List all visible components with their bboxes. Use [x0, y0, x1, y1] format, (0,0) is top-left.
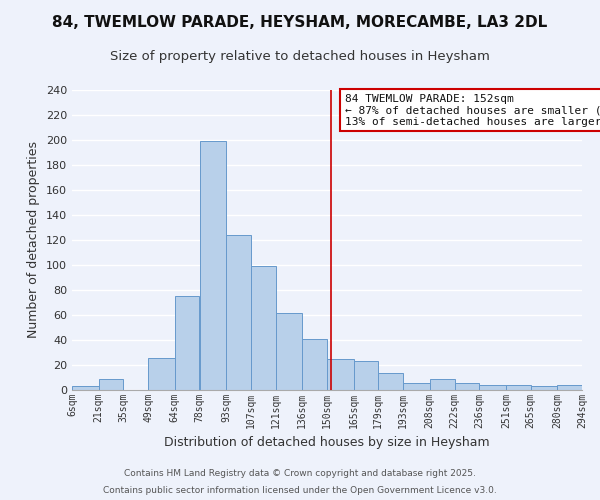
Bar — [98, 379, 124, 390]
Bar — [530, 386, 557, 390]
Bar — [557, 385, 582, 390]
Text: 84 TWEMLOW PARADE: 152sqm
← 87% of detached houses are smaller (630)
13% of semi: 84 TWEMLOW PARADE: 152sqm ← 87% of detac… — [345, 94, 600, 127]
X-axis label: Distribution of detached houses by size in Heysham: Distribution of detached houses by size … — [164, 436, 490, 450]
Text: Contains HM Land Registry data © Crown copyright and database right 2025.: Contains HM Land Registry data © Crown c… — [124, 468, 476, 477]
Bar — [226, 235, 251, 390]
Bar — [199, 141, 226, 390]
Bar — [479, 385, 506, 390]
Y-axis label: Number of detached properties: Number of detached properties — [28, 142, 40, 338]
Text: Contains public sector information licensed under the Open Government Licence v3: Contains public sector information licen… — [103, 486, 497, 495]
Bar — [302, 339, 327, 390]
Bar — [353, 361, 379, 390]
Bar — [175, 296, 199, 390]
Bar — [403, 382, 430, 390]
Text: Size of property relative to detached houses in Heysham: Size of property relative to detached ho… — [110, 50, 490, 63]
Bar — [327, 359, 353, 390]
Bar — [379, 372, 403, 390]
Bar — [455, 382, 479, 390]
Bar — [430, 379, 455, 390]
Bar — [251, 266, 275, 390]
Bar — [275, 312, 302, 390]
Bar — [506, 385, 530, 390]
Text: 84, TWEMLOW PARADE, HEYSHAM, MORECAMBE, LA3 2DL: 84, TWEMLOW PARADE, HEYSHAM, MORECAMBE, … — [52, 15, 548, 30]
Bar — [148, 358, 175, 390]
Bar — [72, 386, 98, 390]
